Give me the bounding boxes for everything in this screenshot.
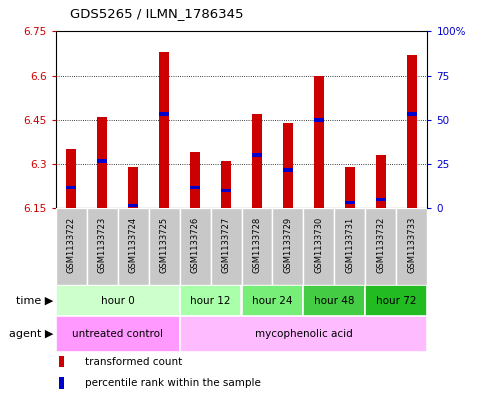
Bar bbox=[345, 167, 355, 208]
Bar bbox=[221, 161, 231, 208]
Bar bbox=[252, 114, 262, 208]
Text: GSM1133723: GSM1133723 bbox=[98, 217, 107, 273]
Bar bbox=[303, 208, 334, 285]
Bar bbox=[366, 208, 397, 285]
Text: GSM1133729: GSM1133729 bbox=[284, 217, 293, 273]
Bar bbox=[128, 204, 138, 207]
Bar bbox=[56, 285, 180, 316]
Bar bbox=[376, 198, 385, 201]
Bar bbox=[59, 377, 64, 389]
Bar bbox=[303, 285, 366, 316]
Bar bbox=[180, 285, 242, 316]
Bar bbox=[66, 186, 76, 189]
Text: GSM1133728: GSM1133728 bbox=[253, 217, 261, 273]
Text: hour 72: hour 72 bbox=[376, 296, 417, 306]
Bar bbox=[117, 208, 149, 285]
Text: mycophenolic acid: mycophenolic acid bbox=[255, 329, 353, 339]
Bar bbox=[211, 208, 242, 285]
Bar bbox=[98, 160, 107, 163]
Bar bbox=[56, 208, 86, 285]
Bar bbox=[221, 189, 231, 193]
Bar bbox=[98, 117, 107, 208]
Text: hour 0: hour 0 bbox=[100, 296, 134, 306]
Bar bbox=[252, 154, 262, 157]
Bar bbox=[407, 112, 417, 116]
Text: percentile rank within the sample: percentile rank within the sample bbox=[85, 378, 261, 388]
Bar bbox=[314, 118, 324, 121]
Bar bbox=[159, 52, 169, 208]
Text: GSM1133724: GSM1133724 bbox=[128, 217, 138, 273]
Bar bbox=[190, 186, 199, 189]
Text: GSM1133727: GSM1133727 bbox=[222, 217, 230, 273]
Bar bbox=[242, 208, 272, 285]
Text: hour 12: hour 12 bbox=[190, 296, 231, 306]
Bar bbox=[159, 112, 169, 116]
Text: GSM1133733: GSM1133733 bbox=[408, 217, 416, 273]
Bar bbox=[190, 152, 199, 208]
Text: GSM1133732: GSM1133732 bbox=[376, 217, 385, 273]
Bar bbox=[345, 201, 355, 204]
Bar bbox=[376, 155, 385, 208]
Text: hour 48: hour 48 bbox=[314, 296, 355, 306]
Bar bbox=[314, 75, 324, 208]
Bar bbox=[86, 208, 117, 285]
Bar bbox=[334, 208, 366, 285]
Text: untreated control: untreated control bbox=[72, 329, 163, 339]
Text: GSM1133730: GSM1133730 bbox=[314, 217, 324, 273]
Bar bbox=[149, 208, 180, 285]
Text: GSM1133725: GSM1133725 bbox=[159, 217, 169, 273]
Bar bbox=[407, 55, 417, 208]
Bar bbox=[284, 168, 293, 172]
Text: GDS5265 / ILMN_1786345: GDS5265 / ILMN_1786345 bbox=[70, 7, 243, 20]
Bar bbox=[366, 285, 427, 316]
Bar bbox=[180, 208, 211, 285]
Bar bbox=[56, 316, 180, 352]
Text: time ▶: time ▶ bbox=[16, 296, 53, 306]
Text: hour 24: hour 24 bbox=[252, 296, 293, 306]
Bar bbox=[397, 208, 427, 285]
Text: GSM1133731: GSM1133731 bbox=[345, 217, 355, 273]
Bar bbox=[180, 316, 427, 352]
Bar bbox=[66, 149, 76, 208]
Text: GSM1133726: GSM1133726 bbox=[190, 217, 199, 273]
Text: agent ▶: agent ▶ bbox=[9, 329, 53, 339]
Text: GSM1133722: GSM1133722 bbox=[67, 217, 75, 273]
Bar bbox=[284, 123, 293, 208]
Bar bbox=[128, 167, 138, 208]
Text: transformed count: transformed count bbox=[85, 356, 183, 367]
Bar bbox=[59, 356, 64, 367]
Bar bbox=[272, 208, 303, 285]
Bar bbox=[242, 285, 303, 316]
